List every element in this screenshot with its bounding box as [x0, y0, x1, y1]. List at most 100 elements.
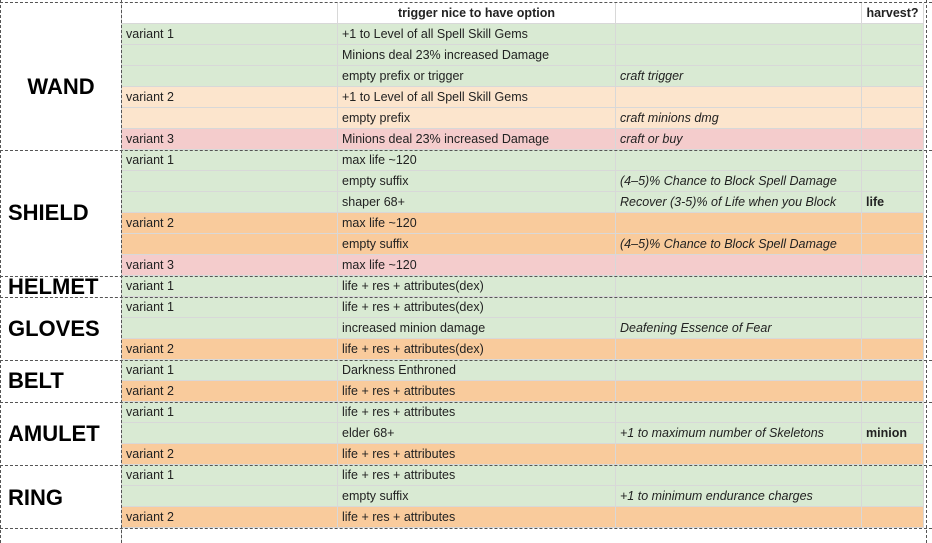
cell-harvest[interactable] [862, 45, 924, 66]
cell-harvest[interactable] [862, 108, 924, 129]
cell-variant[interactable] [122, 234, 338, 255]
cell-harvest[interactable] [862, 150, 924, 171]
cell-option[interactable] [616, 87, 862, 108]
cell-mod[interactable]: empty suffix [338, 171, 616, 192]
cell-option[interactable]: (4–5)% Chance to Block Spell Damage [616, 171, 862, 192]
cell-mod[interactable]: shaper 68+ [338, 192, 616, 213]
cell-option[interactable] [616, 402, 862, 423]
cell-harvest[interactable] [862, 444, 924, 465]
cell-option[interactable] [616, 339, 862, 360]
slot-gloves[interactable]: GLOVES [0, 297, 122, 360]
cell-variant[interactable]: variant 1 [122, 360, 338, 381]
cell-option[interactable] [616, 45, 862, 66]
header-blank-d[interactable] [616, 3, 862, 24]
cell-harvest[interactable] [862, 213, 924, 234]
cell-variant[interactable] [122, 318, 338, 339]
slot-belt[interactable]: BELT [0, 360, 122, 402]
cell-mod[interactable]: Minions deal 23% increased Damage [338, 45, 616, 66]
cell-mod[interactable]: life + res + attributes [338, 381, 616, 402]
cell-option[interactable] [616, 360, 862, 381]
cell-variant[interactable]: variant 1 [122, 402, 338, 423]
cell-mod[interactable]: +1 to Level of all Spell Skill Gems [338, 24, 616, 45]
cell-mod[interactable]: max life ~120 [338, 213, 616, 234]
cell-mod[interactable]: +1 to Level of all Spell Skill Gems [338, 87, 616, 108]
cell-variant[interactable] [122, 486, 338, 507]
cell-harvest[interactable] [862, 171, 924, 192]
cell-harvest[interactable] [862, 24, 924, 45]
cell-option[interactable] [616, 381, 862, 402]
cell-harvest[interactable] [862, 255, 924, 276]
cell-mod[interactable]: max life ~120 [338, 150, 616, 171]
header-harvest[interactable]: harvest? [862, 3, 924, 24]
cell-mod[interactable]: life + res + attributes [338, 507, 616, 528]
cell-option[interactable] [616, 507, 862, 528]
cell-variant[interactable]: variant 1 [122, 276, 338, 297]
header-title[interactable]: trigger nice to have option [338, 3, 616, 24]
cell-option[interactable]: craft minions dmg [616, 108, 862, 129]
cell-variant[interactable] [122, 423, 338, 444]
header-blank-b[interactable] [122, 3, 338, 24]
cell-harvest[interactable] [862, 507, 924, 528]
cell-mod[interactable]: increased minion damage [338, 318, 616, 339]
cell-harvest[interactable] [862, 318, 924, 339]
cell-mod[interactable]: empty prefix or trigger [338, 66, 616, 87]
slot-helmet[interactable]: HELMET [0, 274, 122, 299]
cell-harvest[interactable] [862, 87, 924, 108]
cell-variant[interactable]: variant 1 [122, 24, 338, 45]
cell-mod[interactable]: life + res + attributes [338, 465, 616, 486]
cell-option[interactable] [616, 150, 862, 171]
cell-variant[interactable] [122, 45, 338, 66]
cell-harvest[interactable] [862, 339, 924, 360]
cell-variant[interactable]: variant 1 [122, 150, 338, 171]
cell-variant[interactable]: variant 2 [122, 339, 338, 360]
cell-mod[interactable]: life + res + attributes(dex) [338, 339, 616, 360]
cell-option[interactable]: +1 to maximum number of Skeletons [616, 423, 862, 444]
cell-mod[interactable]: Minions deal 23% increased Damage [338, 129, 616, 150]
cell-option[interactable] [616, 24, 862, 45]
cell-variant[interactable] [122, 171, 338, 192]
cell-variant[interactable]: variant 3 [122, 255, 338, 276]
cell-variant[interactable] [122, 192, 338, 213]
cell-mod[interactable]: empty suffix [338, 234, 616, 255]
cell-option[interactable]: +1 to minimum endurance charges [616, 486, 862, 507]
slot-shield[interactable]: SHIELD [0, 150, 122, 276]
slot-ring[interactable]: RING [0, 466, 122, 529]
cell-option[interactable]: Recover (3-5)% of Life when you Block [616, 192, 862, 213]
cell-variant[interactable]: variant 2 [122, 213, 338, 234]
cell-harvest[interactable]: minion [862, 423, 924, 444]
cell-variant[interactable]: variant 3 [122, 129, 338, 150]
cell-option[interactable] [616, 213, 862, 234]
cell-mod[interactable]: life + res + attributes(dex) [338, 276, 616, 297]
cell-mod[interactable]: life + res + attributes [338, 444, 616, 465]
cell-mod[interactable]: Darkness Enthroned [338, 360, 616, 381]
cell-mod[interactable]: empty suffix [338, 486, 616, 507]
cell-mod[interactable]: life + res + attributes [338, 402, 616, 423]
slot-wand[interactable]: WAND [0, 24, 122, 150]
cell-variant[interactable]: variant 1 [122, 297, 338, 318]
cell-variant[interactable]: variant 2 [122, 507, 338, 528]
cell-harvest[interactable] [862, 234, 924, 255]
cell-variant[interactable]: variant 2 [122, 87, 338, 108]
cell-option[interactable] [616, 276, 862, 297]
cell-variant[interactable] [122, 66, 338, 87]
cell-mod[interactable]: elder 68+ [338, 423, 616, 444]
cell-option[interactable] [616, 297, 862, 318]
cell-variant[interactable]: variant 2 [122, 444, 338, 465]
cell-option[interactable]: (4–5)% Chance to Block Spell Damage [616, 234, 862, 255]
cell-variant[interactable] [122, 108, 338, 129]
cell-harvest[interactable] [862, 465, 924, 486]
cell-option[interactable] [616, 465, 862, 486]
cell-harvest[interactable] [862, 66, 924, 87]
cell-mod[interactable]: empty prefix [338, 108, 616, 129]
cell-harvest[interactable] [862, 360, 924, 381]
cell-harvest[interactable] [862, 297, 924, 318]
cell-mod[interactable]: life + res + attributes(dex) [338, 297, 616, 318]
cell-option[interactable] [616, 255, 862, 276]
cell-harvest[interactable] [862, 486, 924, 507]
cell-variant[interactable]: variant 1 [122, 465, 338, 486]
cell-option[interactable]: craft trigger [616, 66, 862, 87]
cell-option[interactable]: craft or buy [616, 129, 862, 150]
cell-harvest[interactable] [862, 402, 924, 423]
cell-mod[interactable]: max life ~120 [338, 255, 616, 276]
cell-harvest[interactable]: life [862, 192, 924, 213]
